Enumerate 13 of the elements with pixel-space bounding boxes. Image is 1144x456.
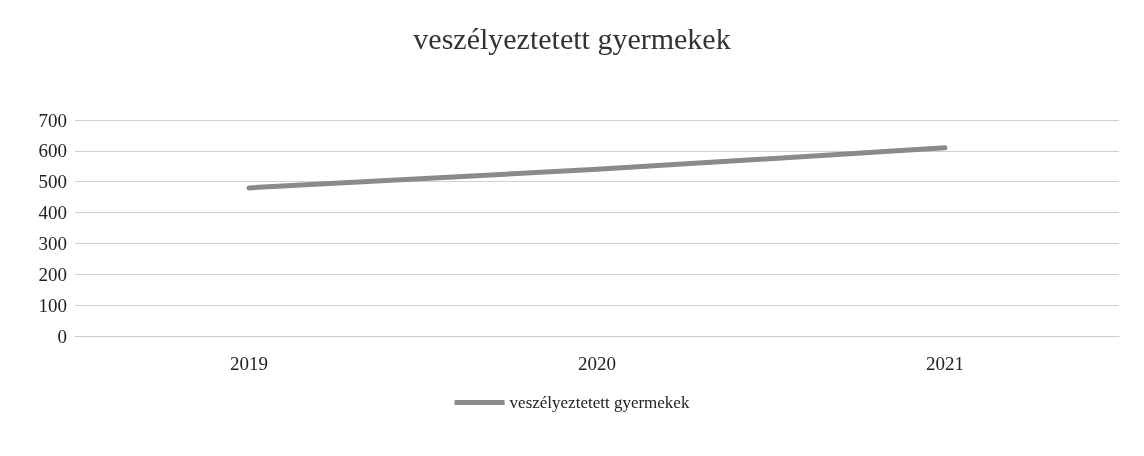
y-tick-label: 500 <box>38 171 67 193</box>
y-tick-label: 600 <box>38 140 67 162</box>
x-tick-label: 2021 <box>926 353 964 374</box>
y-tick-label: 200 <box>38 263 67 285</box>
y-tick-label: 100 <box>38 294 67 316</box>
x-tick-label: 2020 <box>578 353 616 374</box>
x-tick-label: 2019 <box>230 353 268 374</box>
y-tick-label: 300 <box>38 232 67 254</box>
y-tick-label: 700 <box>38 109 67 131</box>
legend-label: veszélyeztetett gyermekek <box>509 393 690 412</box>
y-tick-label: 400 <box>38 202 67 224</box>
y-tick-label: 0 <box>57 325 67 347</box>
chart-title: veszélyeztetett gyermekek <box>413 21 731 55</box>
